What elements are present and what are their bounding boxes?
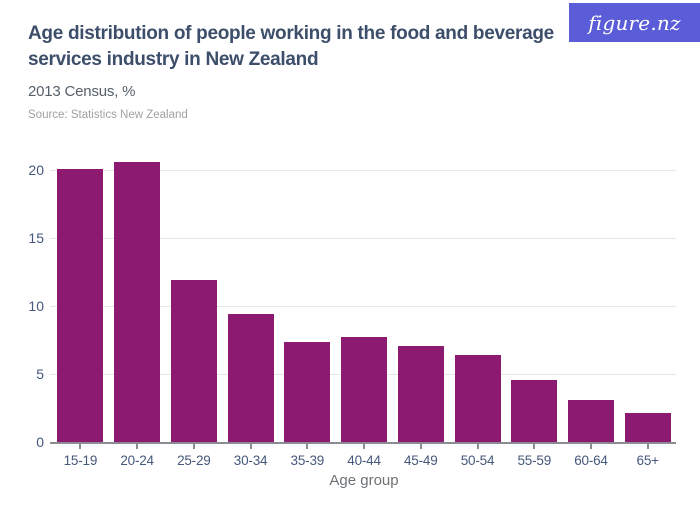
- y-axis-label-15: 15: [28, 230, 44, 247]
- y-axis-label-20: 20: [28, 162, 44, 179]
- x-axis-label-40-44: 40-44: [347, 453, 381, 468]
- x-tick-column-55-59: 55-59: [506, 444, 563, 468]
- x-tick-column-30-34: 30-34: [222, 444, 279, 468]
- gridline-10: [50, 306, 676, 308]
- bar-50-54[interactable]: [454, 355, 501, 442]
- page-title: Age distribution of people working in th…: [28, 21, 554, 73]
- y-axis-label-10: 10: [28, 298, 44, 315]
- x-tick-mark: [476, 444, 479, 449]
- x-tick-column-35-39: 35-39: [279, 444, 336, 468]
- x-tick-column-15-19: 15-19: [52, 444, 109, 468]
- x-tick-mark: [533, 444, 536, 449]
- gridline-20: [50, 170, 676, 172]
- x-tick-column-20-24: 20-24: [109, 444, 166, 468]
- x-tick-mark: [363, 444, 366, 449]
- y-axis-label-0: 0: [36, 434, 44, 450]
- bar-column-40-44: [336, 337, 393, 442]
- plot-area: [52, 150, 676, 442]
- x-axis-label-55-59: 55-59: [517, 453, 551, 468]
- x-tick-mark: [249, 444, 252, 449]
- bar-45-49[interactable]: [397, 346, 444, 442]
- bar-40-44[interactable]: [341, 337, 388, 442]
- x-tick-mark: [192, 444, 195, 449]
- figure-nz-logo-text: figure.nz: [588, 10, 681, 35]
- x-tick-column-40-44: 40-44: [336, 444, 393, 468]
- bar-column-50-54: [449, 355, 506, 442]
- x-axis-label-35-39: 35-39: [290, 453, 325, 468]
- y-axis-label-5: 5: [36, 366, 44, 383]
- x-tick-mark: [136, 444, 139, 449]
- x-axis-label-65+: 65+: [636, 453, 660, 468]
- figure-nz-logo[interactable]: figure.nz: [569, 3, 700, 42]
- x-axis-ticks: 15-19 20-24 25-29 30-34 35-39 40-44 45-49 50-54…: [52, 444, 676, 468]
- x-tick-column-65+: 65+: [619, 444, 676, 468]
- bar-column-20-24: [109, 162, 166, 442]
- bar-chart: 15-19 20-24 25-29 30-34 35-39 40-44 45-49 50-54…: [0, 150, 700, 510]
- bar-15-19[interactable]: [57, 169, 104, 442]
- x-tick-mark: [79, 444, 82, 449]
- x-tick-mark: [589, 444, 592, 449]
- gridline-15: [50, 238, 676, 240]
- bar-column-35-39: [279, 342, 336, 442]
- x-axis-label-20-24: 20-24: [120, 453, 154, 468]
- x-tick-column-50-54: 50-54: [449, 444, 506, 468]
- x-tick-mark: [419, 444, 422, 449]
- x-tick-column-45-49: 45-49: [392, 444, 449, 468]
- bar-55-59[interactable]: [511, 380, 558, 442]
- x-axis-title: Age group: [329, 472, 399, 489]
- bar-20-24[interactable]: [114, 162, 161, 442]
- bar-35-39[interactable]: [284, 342, 331, 442]
- x-axis-label-30-34: 30-34: [233, 453, 268, 468]
- bar-25-29[interactable]: [170, 280, 217, 442]
- x-tick-column-25-29: 25-29: [165, 444, 222, 468]
- bar-column-15-19: [52, 169, 109, 442]
- x-axis-label-45-49: 45-49: [404, 453, 438, 468]
- bar-column-60-64: [563, 400, 620, 442]
- bar-column-30-34: [222, 314, 279, 442]
- x-axis-label-50-54: 50-54: [460, 453, 495, 468]
- bar-column-65+: [619, 413, 676, 442]
- x-axis-label-60-64: 60-64: [574, 453, 608, 468]
- x-tick-column-60-64: 60-64: [563, 444, 620, 468]
- page-title-line-1: Age distribution of people working in th…: [28, 23, 554, 44]
- bar-65+[interactable]: [624, 413, 671, 442]
- page-title-line-2: services industry in New Zealand: [28, 49, 319, 70]
- x-axis-line: [50, 442, 676, 444]
- bar-column-45-49: [392, 346, 449, 442]
- x-tick-mark: [646, 444, 649, 449]
- source-attribution: Source: Statistics New Zealand: [28, 109, 188, 121]
- bar-60-64[interactable]: [567, 400, 614, 442]
- x-axis-label-15-19: 15-19: [63, 453, 98, 468]
- bar-30-34[interactable]: [227, 314, 274, 442]
- bar-column-55-59: [506, 380, 563, 442]
- bar-column-25-29: [165, 280, 222, 442]
- x-axis-label-25-29: 25-29: [177, 453, 211, 468]
- bars-container: [52, 150, 676, 442]
- chart-subtitle: 2013 Census, %: [28, 83, 136, 100]
- x-tick-mark: [306, 444, 309, 449]
